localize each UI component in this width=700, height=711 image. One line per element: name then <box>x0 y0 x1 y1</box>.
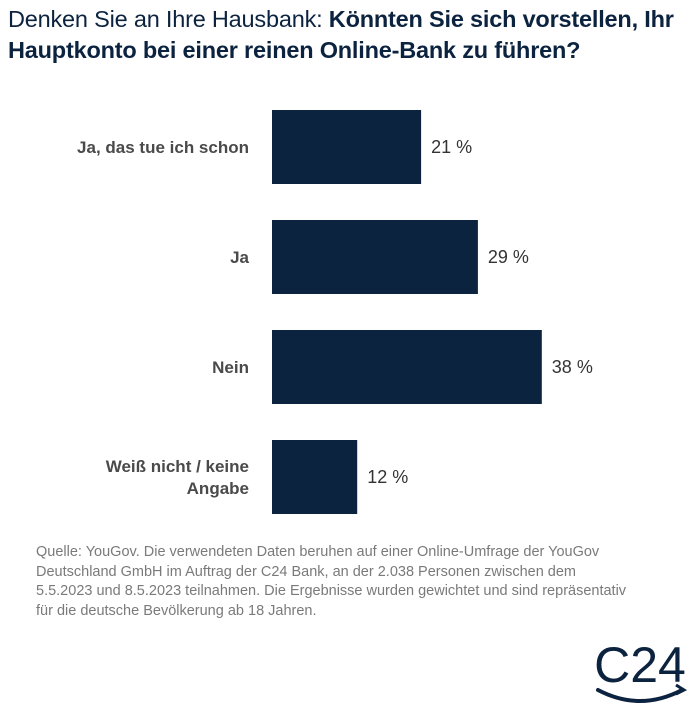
logo-text: C24 <box>594 637 686 693</box>
logo-swoosh <box>596 688 684 703</box>
source-note: Quelle: YouGov. Die verwendeten Daten be… <box>36 544 627 619</box>
bar-1 <box>272 110 422 184</box>
value-label-2: 29 % <box>488 247 529 267</box>
title-prefix: Denken Sie an Ihre Hausbank: <box>8 6 329 32</box>
category-label-4-line-1: Weiß nicht / keine <box>106 457 249 476</box>
value-label-1: 21 % <box>431 137 472 157</box>
logo-swoosh-arrow <box>675 683 688 696</box>
category-label-1: Ja, das tue ich schon <box>77 138 249 157</box>
category-label-4-line-2: Angabe <box>187 479 249 498</box>
bar-3 <box>272 330 542 404</box>
bar-2 <box>272 220 478 294</box>
c24-logo: C24 <box>594 637 688 703</box>
bar-4 <box>272 440 358 514</box>
category-label-2: Ja <box>230 248 249 267</box>
category-label-3: Nein <box>212 358 249 377</box>
title-question: Könnten Sie sich vorstellen, Ihr Hauptko… <box>8 6 674 63</box>
bar-chart: 21 % Ja, das tue ich schon 29 % Ja 38 % Nein 1… <box>77 110 593 514</box>
value-label-3: 38 % <box>552 357 593 377</box>
value-label-4: 12 % <box>367 467 408 487</box>
chart-title: Denken Sie an Ihre Hausbank: Könnten Sie… <box>8 4 698 66</box>
